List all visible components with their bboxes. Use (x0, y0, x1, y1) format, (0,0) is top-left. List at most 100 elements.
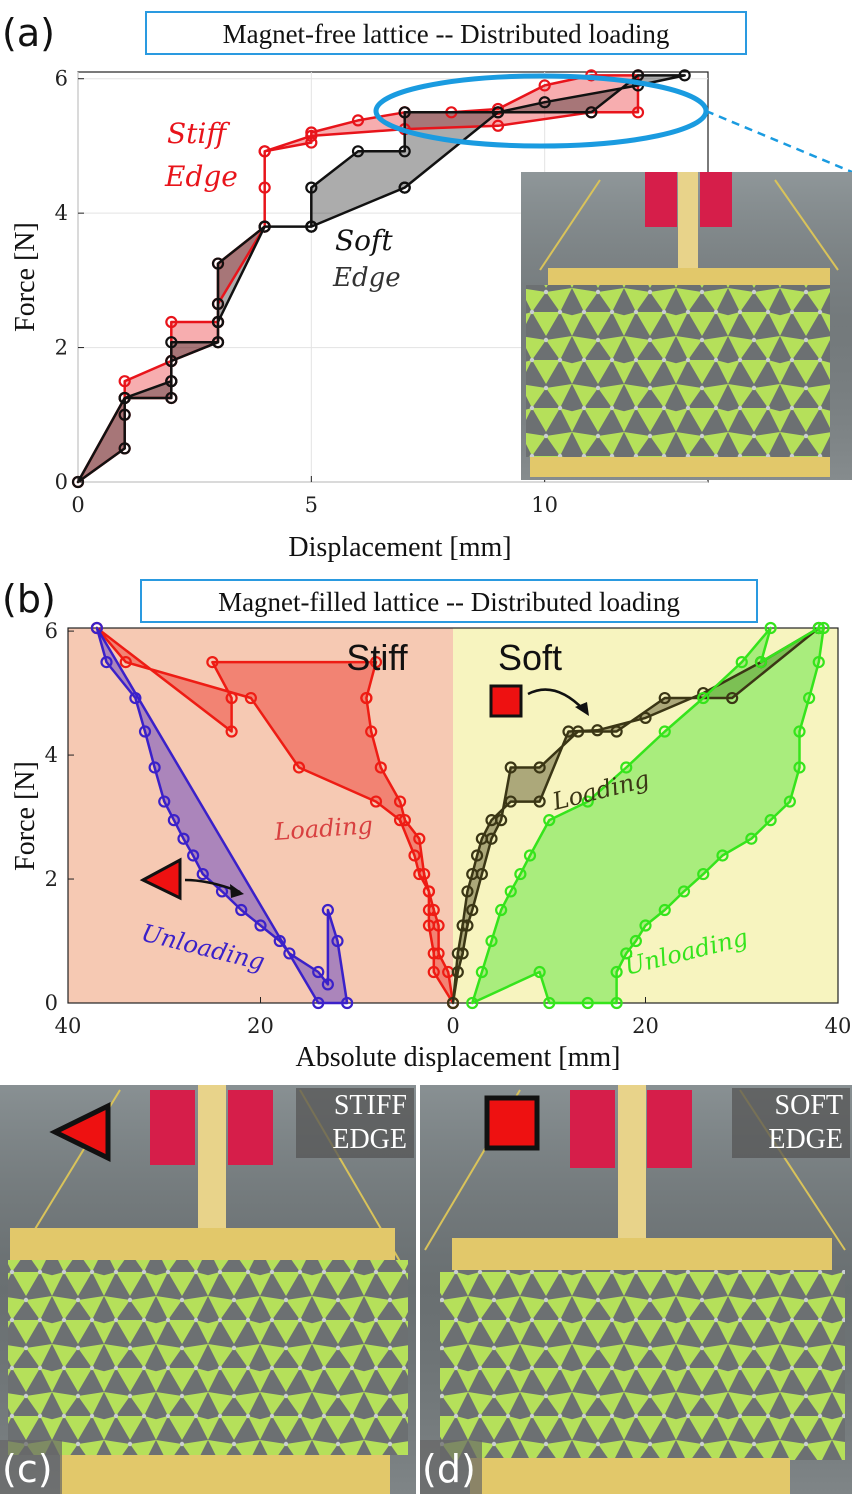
data-point (697, 867, 710, 881)
photo-stiff-edge: STIFF EDGE (c) (0, 1085, 416, 1494)
data-point (427, 903, 440, 917)
data-point (538, 79, 551, 92)
data-point (585, 106, 598, 119)
data-point (466, 996, 479, 1010)
data-point (475, 832, 488, 845)
photo-c-label-2: EDGE (332, 1124, 407, 1155)
data-point (678, 69, 691, 82)
data-point (321, 978, 334, 991)
data-point (225, 725, 238, 738)
soft-edge-label-2: Edge (332, 263, 401, 293)
panel-b-ylabel: Force [N] (10, 761, 41, 871)
data-point (312, 996, 325, 1010)
series-line-3 (471, 626, 825, 1005)
panel-a-ylabel: Force [N] (10, 222, 41, 332)
data-point (812, 655, 825, 669)
data-point (610, 965, 623, 979)
data-point (793, 761, 806, 774)
data-point (408, 849, 421, 862)
stiff-edge-label-2: Edge (164, 160, 238, 193)
y-tick-label: 4 (45, 743, 58, 767)
data-point (351, 145, 365, 158)
data-point (639, 711, 652, 724)
data-point (523, 849, 537, 862)
photo-soft-edge: SOFT EDGE (d) (420, 1085, 852, 1494)
stiff-region-bg (68, 628, 453, 1003)
data-point (158, 795, 171, 808)
data-point (817, 621, 830, 635)
data-point (341, 996, 354, 1010)
data-point (413, 832, 426, 845)
data-point (697, 691, 710, 705)
data-point (90, 621, 103, 635)
panel-a-ticks: 0 5 10 0 2 4 6 (55, 67, 558, 517)
data-point (491, 119, 505, 132)
data-point (393, 814, 407, 827)
soft-arrow-icon (527, 688, 585, 711)
data-point (533, 795, 546, 808)
data-point (351, 114, 365, 127)
panel-c-letter: (c) (2, 1447, 53, 1491)
data-point (138, 725, 152, 738)
data-point (258, 145, 271, 158)
data-point (581, 996, 594, 1010)
data-point (591, 724, 604, 737)
data-point (432, 947, 445, 960)
x-tick-label: 0 (71, 493, 84, 517)
data-point (148, 761, 161, 774)
data-point (258, 220, 271, 233)
data-point (716, 849, 729, 862)
data-point (165, 354, 178, 368)
photo-c-label-1: STIFF (334, 1090, 407, 1121)
data-point (514, 867, 527, 881)
data-point (305, 129, 318, 142)
data-point (793, 725, 806, 738)
data-point (432, 919, 445, 932)
data-point (470, 849, 484, 862)
data-point (504, 761, 517, 774)
data-point (427, 947, 440, 960)
data-point (456, 947, 469, 960)
data-point (165, 315, 178, 329)
data-point (610, 996, 623, 1010)
data-point (543, 996, 556, 1010)
data-point (803, 691, 816, 705)
data-point (461, 919, 474, 932)
data-point (360, 691, 373, 705)
data-point (631, 106, 645, 119)
data-point (165, 336, 178, 349)
data-point (485, 814, 498, 827)
data-point (427, 965, 440, 979)
data-point (211, 297, 225, 310)
data-point (118, 375, 131, 388)
y-tick-label: 2 (45, 867, 58, 891)
data-point (658, 903, 671, 917)
series-fill-1 (78, 75, 685, 483)
data-point (812, 621, 825, 635)
data-point (129, 691, 142, 705)
panel-a-title: Magnet-free lattice -- Distributed loadi… (223, 19, 670, 49)
stiff-arrowhead-icon (230, 884, 244, 898)
data-point (305, 181, 318, 194)
photo-d-label-1: SOFT (775, 1090, 843, 1121)
panel-b-xlabel: Absolute displacement [mm] (295, 1042, 620, 1073)
y-tick-label: 2 (55, 336, 68, 360)
data-point (196, 867, 209, 881)
data-point (495, 903, 508, 917)
x-tick-label: 20 (632, 1014, 659, 1038)
data-point (177, 832, 190, 845)
data-point (369, 655, 383, 669)
data-point (620, 761, 633, 774)
data-point (305, 220, 318, 233)
data-point (754, 655, 768, 669)
stiff-triangle-icon (139, 857, 182, 901)
data-point (235, 903, 248, 917)
y-tick-label: 4 (55, 201, 68, 225)
x-tick-label: 40 (55, 1014, 82, 1038)
data-point (398, 181, 411, 194)
data-point (658, 691, 671, 705)
data-point (658, 725, 671, 738)
data-point (413, 867, 426, 881)
data-point (118, 391, 131, 405)
